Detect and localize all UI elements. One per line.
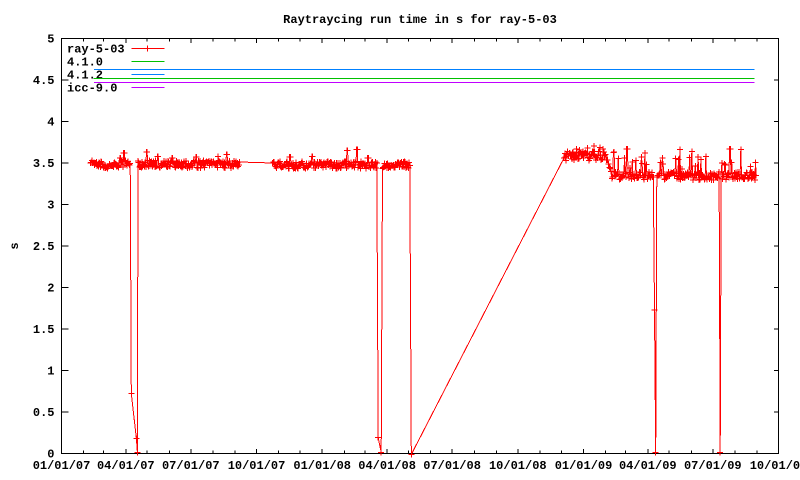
svg-text:0: 0: [47, 448, 54, 462]
svg-text:Raytraycing run time in s for: Raytraycing run time in s for ray-5-03: [283, 13, 557, 27]
svg-text:01/01/08: 01/01/08: [293, 459, 351, 473]
svg-text:1: 1: [47, 365, 54, 379]
svg-text:10/01/07: 10/01/07: [228, 459, 286, 473]
svg-text:10/01/09: 10/01/09: [750, 459, 800, 473]
svg-text:icc-9.0: icc-9.0: [67, 82, 117, 96]
svg-text:ray-5-03: ray-5-03: [67, 43, 125, 57]
svg-text:0.5: 0.5: [33, 406, 55, 420]
svg-text:4: 4: [47, 116, 54, 130]
svg-text:07/01/07: 07/01/07: [162, 459, 220, 473]
svg-text:s: s: [8, 242, 22, 249]
svg-text:1.5: 1.5: [33, 323, 55, 337]
svg-text:01/01/09: 01/01/09: [555, 459, 613, 473]
svg-text:3.5: 3.5: [33, 157, 55, 171]
svg-text:4.1.2: 4.1.2: [67, 69, 103, 83]
svg-text:10/01/08: 10/01/08: [489, 459, 547, 473]
svg-text:07/01/09: 07/01/09: [684, 459, 742, 473]
svg-text:04/01/08: 04/01/08: [358, 459, 416, 473]
svg-text:04/01/07: 04/01/07: [97, 459, 155, 473]
svg-text:2: 2: [47, 282, 54, 296]
svg-text:3: 3: [47, 199, 54, 213]
svg-text:4.5: 4.5: [33, 74, 55, 88]
svg-text:01/01/07: 01/01/07: [33, 459, 91, 473]
svg-text:2.5: 2.5: [33, 240, 55, 254]
svg-text:4.1.0: 4.1.0: [67, 56, 103, 70]
svg-text:5: 5: [47, 33, 54, 47]
svg-text:07/01/08: 07/01/08: [423, 459, 481, 473]
svg-text:04/01/09: 04/01/09: [619, 459, 677, 473]
